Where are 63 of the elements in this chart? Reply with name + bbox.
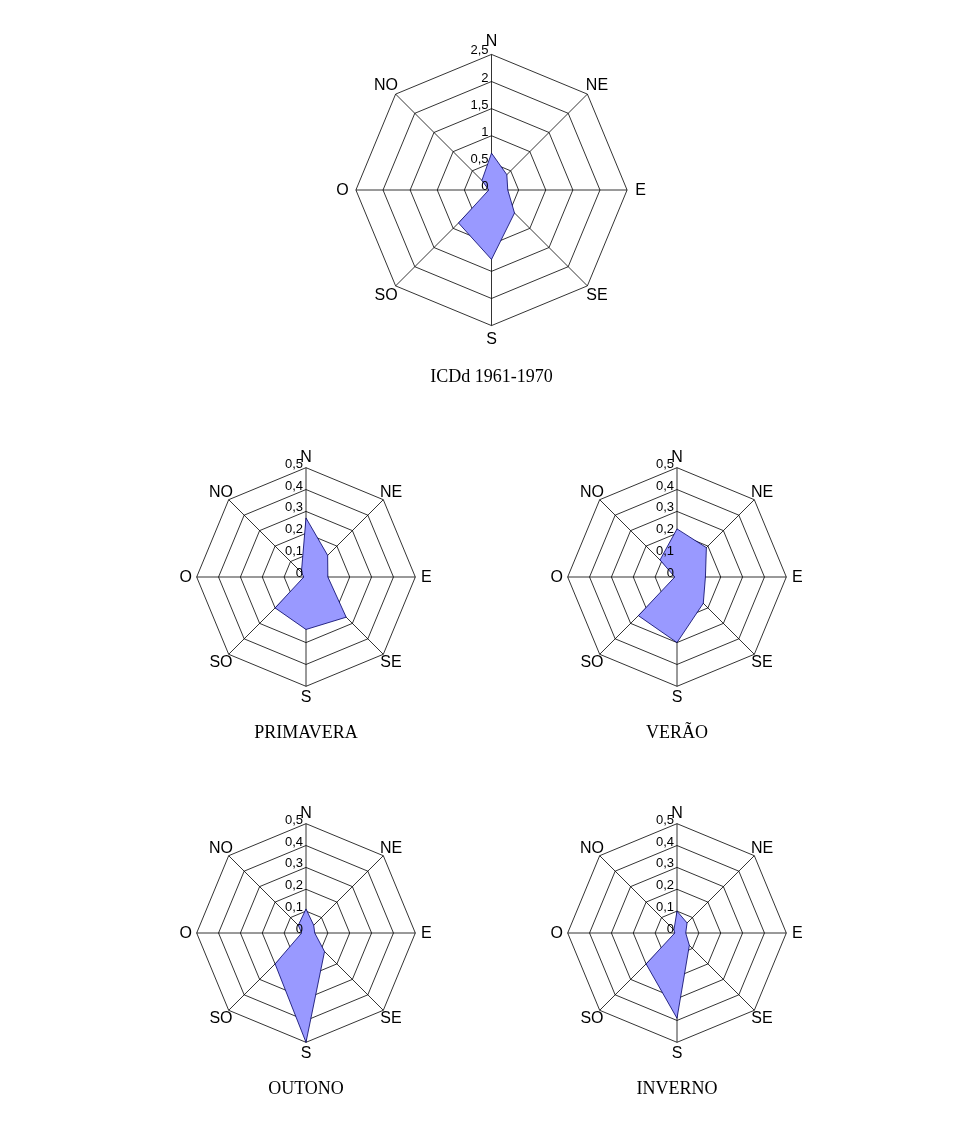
spoke-label: S <box>671 688 683 706</box>
spoke-label: O <box>179 924 192 941</box>
spoke-label: SO <box>209 1009 233 1027</box>
y-tick-label: 0,3 <box>284 499 303 515</box>
spoke-label: E <box>635 181 646 198</box>
y-tick-label: 0,2 <box>284 521 303 537</box>
spoke-label: NE <box>379 482 403 500</box>
spoke-label: SE <box>380 1009 402 1027</box>
spoke-label: SE <box>380 653 402 671</box>
y-tick-label: 2 <box>481 69 489 85</box>
y-tick-label: 1 <box>481 123 489 139</box>
spoke-label: O <box>550 568 563 585</box>
spoke-label: S <box>300 688 312 706</box>
y-tick-label: 0 <box>666 565 674 580</box>
spoke-label: NO <box>579 838 604 856</box>
spoke-label: NO <box>374 75 399 93</box>
y-tick-label: 0,3 <box>284 855 303 871</box>
spoke-label: O <box>179 568 192 585</box>
spoke-label: E <box>420 924 432 941</box>
y-tick-label: 0,2 <box>655 877 674 893</box>
y-tick-label: 0,4 <box>655 833 674 849</box>
y-tick-label: 0,4 <box>284 833 303 849</box>
y-tick-label: 0,1 <box>284 543 303 559</box>
spoke-label: NE <box>750 482 774 500</box>
spoke-label: SE <box>751 653 773 671</box>
text: PRIMAVERA <box>254 722 358 742</box>
spoke-label: E <box>791 568 803 585</box>
spoke-label: S <box>671 1044 683 1062</box>
y-tick-label: 0,1 <box>655 543 674 559</box>
y-tick-label: 0,1 <box>284 899 303 915</box>
spoke-label: O <box>336 181 349 198</box>
y-tick-label: 0,5 <box>470 150 489 166</box>
spoke-label: NO <box>579 482 604 500</box>
spoke-label: NE <box>379 838 403 856</box>
spoke-label: SO <box>580 1009 604 1027</box>
spoke-label: S <box>486 330 497 348</box>
spoke-label: SO <box>580 653 604 671</box>
text: VERÃO <box>646 721 708 742</box>
spoke-label: SE <box>751 1009 773 1027</box>
spoke-label: E <box>791 924 803 941</box>
y-tick-label: 0,2 <box>655 521 674 537</box>
spoke-label: SO <box>209 653 233 671</box>
y-tick-label: 0,4 <box>284 477 303 493</box>
spoke-label: E <box>420 568 432 585</box>
text: OUTONO <box>268 1078 344 1098</box>
spoke-label: SE <box>586 286 608 304</box>
spoke-label: O <box>550 924 563 941</box>
y-tick-label: 0 <box>295 921 303 936</box>
spoke-label: NO <box>208 482 233 500</box>
y-tick-label: 0,3 <box>655 855 674 871</box>
text: INVERNO <box>636 1078 718 1098</box>
spoke-label: NO <box>208 838 233 856</box>
spoke-label: NE <box>750 838 774 856</box>
spoke-label: S <box>300 1044 312 1062</box>
y-tick-label: 0,1 <box>655 899 674 915</box>
y-tick-label: 1,5 <box>470 96 489 112</box>
spoke-label: NE <box>585 75 609 93</box>
y-tick-label: 0,4 <box>655 477 674 493</box>
y-tick-label: 0,2 <box>284 877 303 893</box>
text: ICDd 1961-1970 <box>430 366 553 386</box>
y-tick-label: 0,3 <box>655 499 674 515</box>
spoke-label: SO <box>374 286 398 304</box>
y-tick-label: 0 <box>481 178 489 193</box>
